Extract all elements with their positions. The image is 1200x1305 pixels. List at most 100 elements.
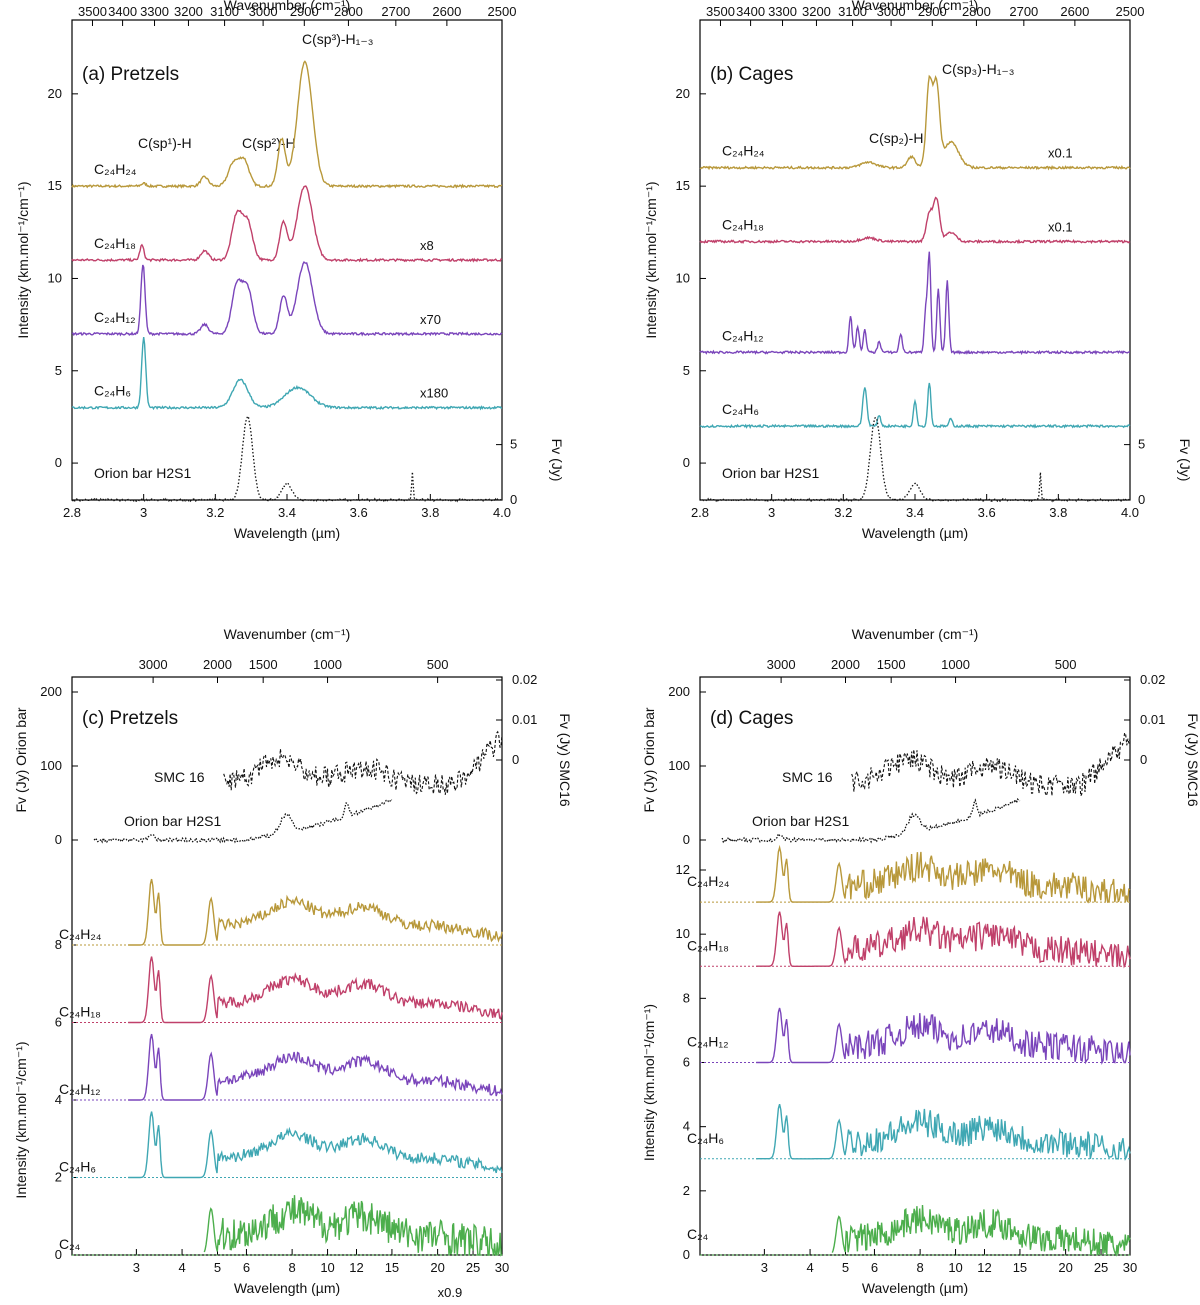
right-tick-label: 0 (1140, 752, 1147, 767)
x-tick-label: 2.8 (63, 505, 81, 520)
top-tick-label: 3000 (767, 657, 796, 672)
x-tick-label: 10 (320, 1260, 334, 1275)
top-tick-label: 3300 (768, 4, 797, 19)
annotation-sp3: C(sp₃)-H₁₋₃ (942, 61, 1015, 77)
top-tick-label: 2700 (1009, 4, 1038, 19)
x-tick-label: 4.0 (493, 505, 511, 520)
series-scale-label: x8 (420, 238, 434, 253)
x-tick-label: 10 (948, 1260, 962, 1275)
top-tick-label: 3000 (877, 4, 906, 19)
x-axis-label: Wavelength (µm) (862, 1280, 968, 1296)
x-tick-label: 5 (842, 1260, 849, 1275)
series-line (721, 798, 1021, 844)
y-upper-tick-label: 0 (55, 832, 62, 847)
y-tick-label: 5 (55, 363, 62, 378)
x-tick-label: 6 (871, 1260, 878, 1275)
series-label: C₂₄H₁₈ (722, 217, 764, 233)
series-scale-label: x180 (420, 386, 448, 401)
x-tick-label: 3 (761, 1260, 768, 1275)
top-axis-label: Wavenumber (cm⁻¹) (224, 0, 351, 13)
series-line (71, 60, 503, 189)
y-tick-label: 4 (55, 1092, 62, 1107)
top-axis-label: Wavenumber (cm⁻¹) (852, 626, 979, 642)
top-tick-label: 3500 (78, 4, 107, 19)
y-tick-label: 6 (683, 1055, 690, 1070)
series-label: C₂₄H₁₈ (94, 235, 136, 251)
y-upper-tick-label: 100 (40, 758, 62, 773)
y-tick-label: 0 (683, 1247, 690, 1262)
y-tick-label: 12 (676, 862, 690, 877)
panel-c-frame (71, 676, 503, 1256)
top-tick-label: 1000 (313, 657, 342, 672)
x-tick-label: 25 (466, 1260, 480, 1275)
right-tick-label: 0.02 (1140, 672, 1165, 687)
y-tick-label: 10 (48, 270, 62, 285)
series-label: Orion bar H2S1 (94, 465, 191, 481)
annotation-sp3: C(sp³)-H₁₋₃ (302, 31, 373, 47)
y-tick-label: 0 (683, 455, 690, 470)
x-tick-label: 3 (768, 505, 775, 520)
series-line (128, 1033, 503, 1101)
series-line (203, 1195, 503, 1257)
series-line (128, 1111, 503, 1179)
series-label: C₂₄H₆ (687, 1130, 724, 1146)
series-line (71, 337, 502, 411)
top-tick-label: 2700 (381, 4, 410, 19)
right-axis-label: Fv (Jy) SMC16 (557, 713, 573, 807)
series-label: C₂₄H₁₂ (59, 1081, 101, 1097)
x-tick-label: 3.6 (350, 505, 368, 520)
right-axis-label: Fv (Jy) (549, 439, 565, 482)
x-tick-label: 3 (133, 1260, 140, 1275)
y-tick-label: 2 (683, 1183, 690, 1198)
series-line (71, 185, 503, 263)
series-line (128, 878, 503, 946)
y-axis-label: Intensity (km.mol⁻¹/cm⁻¹) (15, 181, 31, 338)
series-line (93, 798, 393, 844)
x-tick-label: 15 (1013, 1260, 1027, 1275)
top-tick-label: 3400 (108, 4, 137, 19)
right-tick-label: 5 (1138, 437, 1145, 452)
x-tick-label: 3.2 (834, 505, 852, 520)
series-label: C₂₄ (687, 1226, 709, 1242)
y-tick-label: 0 (55, 1247, 62, 1262)
x-tick-label: 20 (430, 1260, 444, 1275)
right-tick-label: 0.02 (512, 672, 537, 687)
top-tick-label: 3300 (140, 4, 169, 19)
y-upper-axis-label: Fv (Jy) Orion bar (641, 707, 657, 812)
y-axis-label: Intensity (km.mol⁻¹/cm⁻¹) (13, 1041, 29, 1198)
series-label: C₂₄H₆ (94, 383, 131, 399)
right-tick-label: 5 (510, 437, 517, 452)
y-tick-label: 20 (48, 86, 62, 101)
series-line (756, 1007, 1131, 1065)
series-label: C₂₄H₁₈ (687, 937, 729, 953)
panel-title: (c) Pretzels (82, 708, 178, 729)
right-axis-label: Fv (Jy) (1177, 439, 1193, 482)
series-line (756, 911, 1131, 969)
series-label: SMC 16 (782, 769, 833, 785)
top-tick-label: 500 (1055, 657, 1077, 672)
y-tick-label: 20 (676, 86, 690, 101)
right-tick-label: 0 (1138, 492, 1145, 507)
x-tick-label: 3 (140, 505, 147, 520)
series-label: C₂₄H₆ (722, 401, 759, 417)
right-tick-label: 0 (510, 492, 517, 507)
top-tick-label: 2000 (203, 657, 232, 672)
panel-b-frame (699, 19, 1131, 501)
top-tick-label: 3200 (174, 4, 203, 19)
series-line (699, 382, 1131, 429)
x-tick-label: 12 (977, 1260, 991, 1275)
series-line (756, 1104, 1131, 1161)
y-upper-tick-label: 0 (683, 832, 690, 847)
x-tick-label: 3.4 (278, 505, 296, 520)
right-tick-label: 0 (512, 752, 519, 767)
series-line (851, 731, 1131, 798)
right-axis-label: Fv (Jy) SMC16 (1185, 713, 1200, 807)
series-scale-label: x0.1 (1048, 146, 1073, 161)
x-tick-label: 3.8 (1049, 505, 1067, 520)
top-tick-label: 2600 (1060, 4, 1089, 19)
x-axis-label: Wavelength (µm) (234, 1280, 340, 1296)
series-label: C₂₄H₁₂ (722, 327, 764, 343)
